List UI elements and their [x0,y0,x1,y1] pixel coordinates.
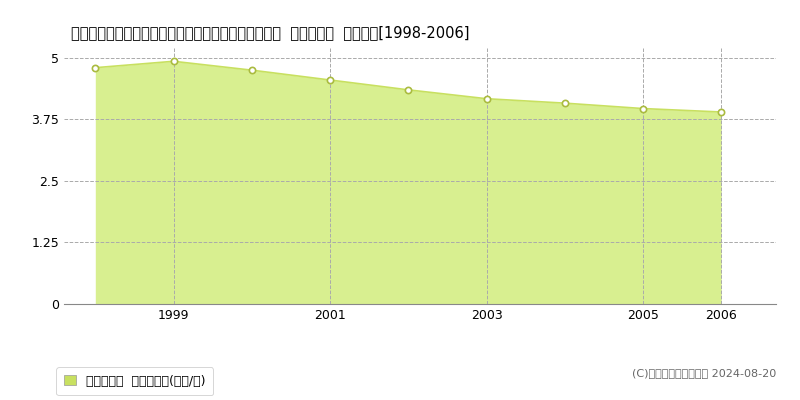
Legend: 基準地価格  平均坪単価(万円/坪): 基準地価格 平均坪単価(万円/坪) [56,367,213,395]
Text: 群馬県利根郡川場村大字立岩字清水１０３番１外の内  基準地価格  地価推移[1998-2006]: 群馬県利根郡川場村大字立岩字清水１０３番１外の内 基準地価格 地価推移[1998… [71,25,470,40]
Text: (C)土地価格ドットコム 2024-08-20: (C)土地価格ドットコム 2024-08-20 [632,368,776,378]
